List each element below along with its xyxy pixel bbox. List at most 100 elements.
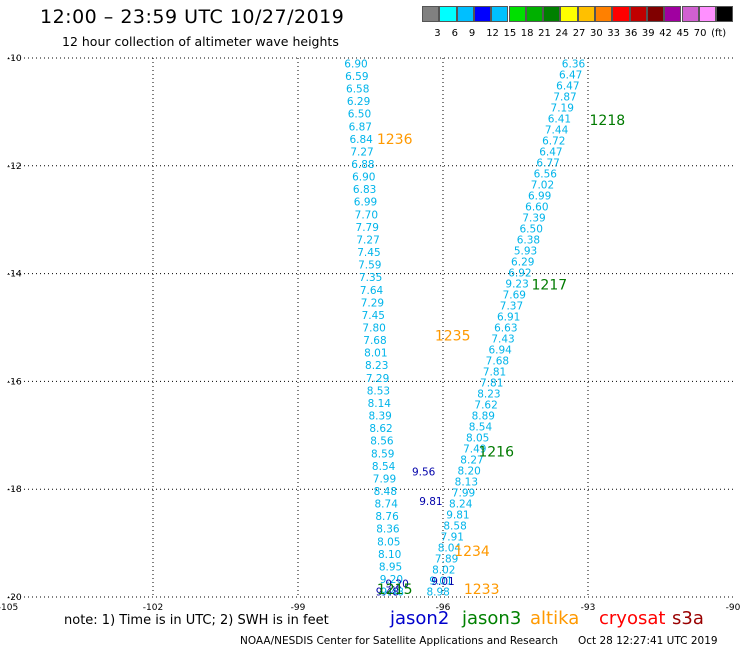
swh-value-jason3: 6.47	[559, 69, 582, 81]
orbit-label: 1217	[532, 277, 568, 293]
swh-value-altika: 8.10	[378, 549, 401, 561]
swh-value-altika: 7.45	[362, 310, 385, 322]
swh-value-jason3: 9.81	[446, 510, 469, 522]
swh-value-altika: 7.27	[350, 146, 373, 158]
swh-value-altika: 7.80	[362, 323, 385, 335]
swh-value-altika: 7.27	[356, 234, 379, 246]
swh-value-jason3: 7.89	[435, 554, 458, 566]
swh-value-jason3: 6.92	[508, 267, 531, 279]
swh-value-jason3: 6.63	[494, 323, 517, 335]
swh-value-jason2: 9.56	[412, 466, 436, 478]
credit-line: NOAA/NESDIS Center for Satellite Applica…	[240, 635, 558, 647]
orbit-label: 1235	[435, 329, 471, 345]
x-tick-label: -102	[143, 603, 163, 613]
color-swatch	[664, 6, 682, 22]
x-tick-label: -96	[436, 603, 451, 613]
swh-value-altika: 7.45	[357, 247, 380, 259]
swh-value-altika: 8.62	[369, 423, 392, 435]
swh-value-jason3: 8.24	[449, 499, 473, 511]
footnote: note: 1) Time is in UTC; 2) SWH is in fe…	[64, 613, 329, 628]
y-tick-label: -20	[7, 593, 22, 603]
swh-value-jason3: 7.19	[551, 102, 574, 114]
swh-value-jason3: 6.94	[488, 345, 512, 357]
color-swatch	[456, 6, 474, 22]
swh-value-altika: 7.79	[356, 222, 379, 234]
color-legend-label: 6	[451, 28, 458, 39]
color-legend-label: 27	[572, 28, 586, 39]
swh-value-jason3: 7.02	[531, 179, 554, 191]
swh-value-jason3: 8.05	[466, 433, 489, 445]
swh-value-jason2: 9.81	[419, 496, 442, 508]
color-legend-label: 12	[486, 28, 499, 39]
swh-value-altika: 8.74	[375, 499, 399, 511]
chart-subtitle: 12 hour collection of altimeter wave hei…	[62, 34, 339, 49]
swh-value-jason3: 7.68	[486, 356, 509, 368]
swh-value-jason3: 7.87	[553, 91, 576, 103]
color-legend-label: 42	[659, 28, 672, 39]
swh-value-jason3: 6.29	[511, 256, 534, 268]
swh-value-jason3: 7.43	[491, 334, 514, 346]
swh-value-altika: 6.29	[347, 96, 370, 108]
swh-value-altika: 7.70	[355, 209, 378, 221]
swh-value-altika: 8.53	[367, 385, 390, 397]
swh-value-altika: 6.84	[349, 134, 373, 146]
swh-value-altika: 8.56	[370, 436, 394, 448]
color-legend-label: 30	[590, 28, 603, 39]
color-legend-label: 9	[468, 28, 476, 39]
satellite-legend-altika: altika	[530, 608, 580, 629]
swh-value-altika: 8.05	[377, 536, 400, 548]
color-swatch	[681, 6, 699, 22]
swh-value-jason3: 7.39	[522, 212, 545, 224]
swh-value-altika: 6.59	[345, 71, 368, 83]
color-legend-label: 21	[538, 28, 551, 39]
color-swatch	[646, 6, 665, 22]
x-tick-label: -105	[0, 603, 18, 613]
swh-value-jason3: 6.99	[528, 190, 551, 202]
x-tick-label: -90	[726, 603, 740, 613]
swh-value-altika: 6.83	[353, 184, 376, 196]
swh-value-jason3: 7.69	[503, 289, 526, 301]
orbit-label: 1218	[590, 113, 626, 129]
y-tick-label: -16	[7, 377, 22, 387]
swh-value-jason3: 8.89	[472, 411, 495, 423]
color-legend-label: 3	[434, 28, 441, 39]
swh-value-altika: 8.54	[372, 461, 396, 473]
color-swatch	[716, 6, 734, 22]
swh-value-jason3: 7.44	[545, 124, 569, 136]
color-swatch	[698, 6, 717, 22]
swh-value-jason3: 6.36	[562, 58, 586, 70]
color-swatch	[543, 6, 561, 22]
generation-timestamp: Oct 28 12:27:41 UTC 2019	[578, 635, 718, 647]
swh-value-jason3: 6.72	[542, 135, 565, 147]
swh-value-altika: 7.29	[366, 373, 389, 385]
swh-value-altika: 6.88	[351, 159, 374, 171]
color-swatch	[612, 6, 630, 22]
swh-value-jason3: 8.98	[426, 587, 449, 599]
color-legend-label: 36	[624, 28, 638, 39]
chart-title: 12:00 – 23:59 UTC 10/27/2019	[40, 6, 345, 28]
color-swatch	[491, 6, 509, 22]
y-tick-label: -10	[7, 54, 22, 64]
orbit-label: 1234	[454, 544, 490, 560]
orbit-label: 1236	[377, 132, 413, 148]
swh-value-jason3: 7.81	[483, 367, 506, 379]
swh-value-jason3: 7.49	[463, 444, 486, 456]
satellite-legend-cryosat: cryosat	[599, 608, 666, 629]
swh-value-altika: 6.50	[348, 109, 371, 121]
color-swatch	[439, 6, 457, 22]
swh-value-altika: 8.23	[365, 360, 388, 372]
swh-value-jason3: 8.54	[469, 422, 493, 434]
color-swatch	[525, 6, 544, 22]
swh-value-jason3: 6.47	[539, 146, 562, 158]
swh-value-jason3: 6.77	[536, 157, 559, 169]
swh-value-altika: 8.48	[374, 486, 397, 498]
swh-value-jason3: 8.23	[477, 389, 500, 401]
swh-value-altika: 8.76	[375, 511, 399, 523]
swh-value-jason3: 9.23	[505, 278, 528, 290]
swh-value-jason3: 8.13	[455, 477, 478, 489]
color-swatch	[577, 6, 595, 22]
swh-value-jason3: 6.50	[520, 223, 543, 235]
swh-value-jason2: 9.20	[385, 579, 408, 591]
orbit-label: 1216	[478, 444, 514, 460]
swh-value-altika: 7.99	[373, 473, 396, 485]
